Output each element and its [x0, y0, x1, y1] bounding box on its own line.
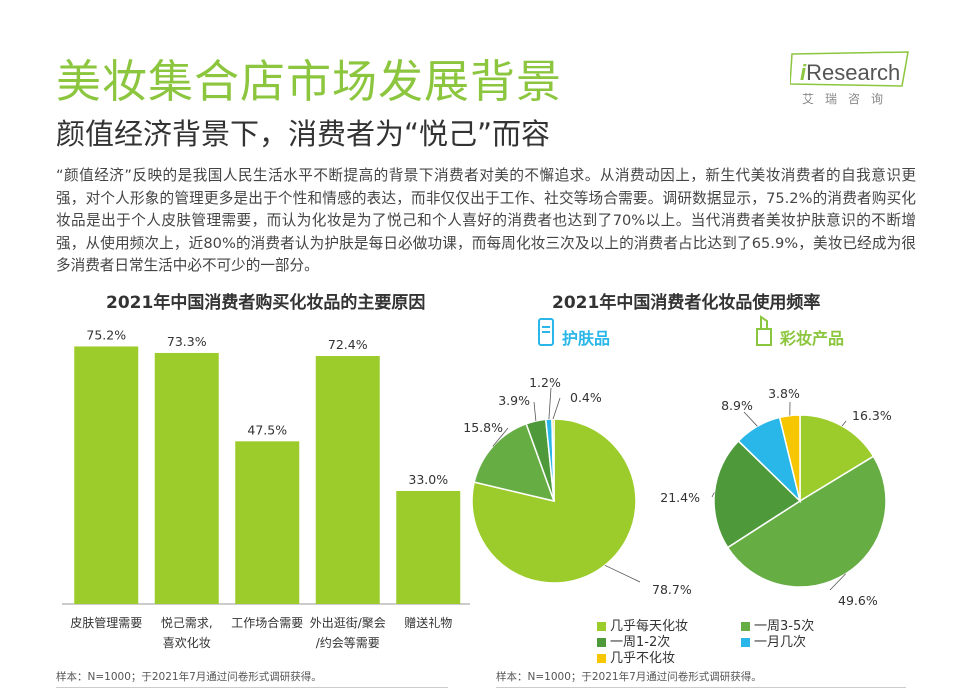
leader-line — [492, 427, 509, 447]
logo-shape-icon — [790, 51, 909, 87]
slice-value-label: 78.7% — [652, 582, 692, 597]
page-subtitle: 颜值经济背景下，消费者为“悦己”而容 — [56, 117, 551, 151]
slice-value-label: 49.6% — [838, 593, 878, 608]
leader-line — [552, 397, 561, 420]
legend-swatch — [741, 638, 750, 647]
bar-value-label: 73.3% — [167, 334, 207, 349]
legend-label: 几乎每天化妆 — [610, 619, 689, 634]
legend-label: 一周3-5次 — [754, 619, 815, 634]
leader-line — [743, 411, 758, 427]
logo-main: Research — [806, 60, 901, 85]
leader-line — [533, 401, 537, 422]
skincare-bottle-icon — [538, 318, 554, 346]
legend-label: 一月几次 — [754, 635, 807, 650]
sample-note-right: 样本：N=1000；于2021年7月通过问卷形式调研获得。 — [496, 671, 762, 683]
legend-item: 几乎每天化妆 — [597, 615, 688, 634]
x-tick-label: 皮肤管理需要 — [70, 615, 142, 630]
page-title: 美妆集合店市场发展背景 — [56, 55, 563, 108]
bar-value-label: 75.2% — [86, 327, 126, 342]
slice-value-label: 1.2% — [529, 375, 561, 390]
x-tick-label: 悦己需求, — [161, 616, 213, 630]
bar-chart-title: 2021年中国消费者购买化妆品的主要原因 — [106, 293, 426, 313]
x-tick-label: 赠送礼物 — [404, 615, 452, 630]
legend-item: 一周1-2次 — [597, 631, 670, 650]
legend-item: 一周3-5次 — [741, 615, 814, 634]
footer-divider-left — [56, 687, 448, 688]
leader-line — [829, 573, 846, 591]
bar — [74, 346, 139, 604]
bar-value-label: 47.5% — [247, 422, 287, 437]
lipstick-icon — [756, 315, 772, 346]
pie-slice — [726, 455, 887, 588]
legend-swatch — [741, 622, 750, 631]
skincare-header: 护肤品 — [538, 318, 611, 349]
legend-label: 几乎不化妆 — [610, 651, 676, 666]
makeup-header: 彩妆产品 — [756, 315, 845, 349]
leader-line — [604, 564, 641, 583]
slice-value-label: 3.9% — [498, 393, 530, 408]
footer-divider-right — [496, 687, 906, 688]
pie-slice — [799, 414, 875, 503]
x-tick-label: 喜欢化妆 — [163, 635, 211, 650]
bar — [235, 441, 300, 604]
legend-swatch — [597, 638, 606, 647]
x-tick-label: 外出逛街/聚会 — [310, 616, 386, 630]
leader-line — [548, 387, 552, 420]
legend-item: 一月几次 — [741, 631, 806, 650]
bar-value-label: 72.4% — [328, 337, 368, 352]
logo-i: i — [800, 60, 807, 85]
slice-value-label: 0.4% — [570, 390, 602, 405]
legend-swatch — [597, 622, 606, 631]
iresearch-logo: iResearch 艾瑞咨询 — [790, 50, 920, 110]
slice-value-label: 21.4% — [660, 490, 700, 505]
legend-label: 一周1-2次 — [610, 635, 671, 650]
slice-value-label: 8.9% — [721, 398, 753, 413]
skincare-label: 护肤品 — [562, 329, 611, 348]
sample-note-left: 样本：N=1000；于2021年7月通过问卷形式调研获得。 — [56, 671, 322, 683]
pie-slice — [713, 439, 802, 549]
leader-line — [841, 420, 847, 427]
slice-value-label: 16.3% — [852, 408, 892, 423]
legend-item: 几乎不化妆 — [597, 647, 675, 666]
bar-value-label: 33.0% — [408, 472, 448, 487]
bar — [315, 356, 380, 604]
leader-line — [711, 492, 715, 498]
pie-slice — [551, 418, 555, 502]
intro-paragraph: “颜值经济”反映的是我国人民生活水平不断提高的背景下消费者对美的不懈追求。从消费… — [56, 167, 916, 274]
logo-subtitle: 艾瑞咨询 — [802, 92, 895, 106]
pie-chart-title: 2021年中国消费者化妆品使用频率 — [552, 293, 821, 313]
logo-text: iResearch — [800, 60, 900, 86]
legend-swatch — [597, 654, 606, 663]
makeup-label: 彩妆产品 — [780, 329, 845, 348]
pie-slice — [778, 414, 801, 502]
bar — [154, 352, 219, 604]
slice-value-label: 3.8% — [768, 386, 800, 401]
x-tick-label: 工作场合需要 — [231, 615, 303, 630]
x-tick-label: /约会等需要 — [316, 635, 380, 650]
slice-value-label: 15.8% — [463, 420, 503, 435]
bar — [396, 490, 461, 604]
